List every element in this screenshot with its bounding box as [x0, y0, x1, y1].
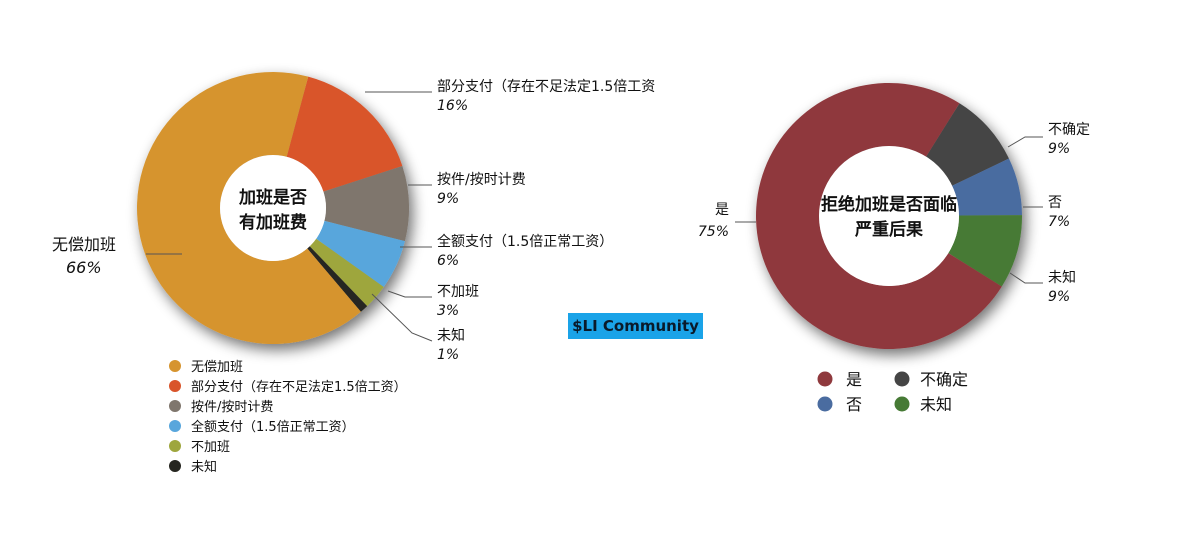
- slice-label: 未知: [437, 327, 465, 344]
- donut-slice: [323, 166, 409, 242]
- donut-slice: [307, 246, 368, 312]
- slice-label: 不确定: [1048, 122, 1090, 138]
- slice-label: 按件/按时计费: [437, 172, 526, 188]
- legend-swatch: [817, 396, 833, 412]
- legend-swatch: [817, 371, 833, 387]
- donut-slices: [137, 72, 409, 344]
- slice-label: 全额支付（1.5倍正常工资）: [437, 233, 613, 250]
- legend-item: 未知: [169, 459, 217, 475]
- legend-item: 是: [817, 370, 862, 389]
- legend-swatch: [894, 396, 910, 412]
- legend-label: 不确定: [920, 370, 968, 389]
- leader-line: [1007, 136, 1043, 148]
- donut-chart-overtime-pay: 加班是否 有加班费 无偿加班 66% 部分支付（存在不足法定1.5倍工资 16%…: [52, 72, 655, 363]
- legend-label: 未知: [191, 459, 217, 475]
- leader-line: [1009, 272, 1043, 284]
- donut-slice: [309, 238, 384, 307]
- slice-pct: 3%: [437, 303, 459, 319]
- donut-slice: [137, 72, 361, 344]
- legend-label: 部分支付（存在不足法定1.5倍工资）: [191, 380, 407, 395]
- legend-overtime-pay: 无偿加班 部分支付（存在不足法定1.5倍工资） 按件/按时计费 全额支付（1.5…: [169, 360, 407, 475]
- legend-swatch: [169, 420, 181, 432]
- legend-label: 否: [846, 395, 862, 414]
- donut-slice: [926, 103, 1009, 186]
- legend-swatch: [894, 371, 910, 387]
- donut-hole: [220, 155, 326, 261]
- legend-label: 无偿加班: [191, 360, 243, 375]
- slice-pct: 16%: [437, 98, 468, 114]
- legend-swatch: [169, 400, 181, 412]
- legend-swatch: [169, 460, 181, 472]
- legend-item: 全额支付（1.5倍正常工资）: [169, 419, 355, 435]
- legend-item: 无偿加班: [169, 360, 243, 375]
- slice-label: 部分支付（存在不足法定1.5倍工资: [437, 79, 655, 95]
- legend-item: 不确定: [894, 370, 968, 389]
- legend-swatch: [169, 360, 181, 372]
- slice-pct: 66%: [66, 258, 102, 277]
- legend-label: 按件/按时计费: [191, 400, 273, 415]
- community-badge: $LI Community: [568, 313, 703, 339]
- legend-label: 全额支付（1.5倍正常工资）: [191, 419, 355, 435]
- legend-swatch: [169, 380, 181, 392]
- donut-slices: [756, 83, 1023, 349]
- leader-lines: [146, 91, 433, 342]
- legend-item: 否: [817, 395, 862, 414]
- legend-item: 未知: [894, 395, 952, 414]
- legend-item: 不加班: [169, 440, 230, 455]
- center-title-line-1: 加班是否: [238, 188, 307, 208]
- slice-pct: 7%: [1048, 214, 1070, 230]
- center-title-line-2: 严重后果: [855, 219, 923, 240]
- leader-lines: [735, 136, 1043, 284]
- legend-label: 不加班: [191, 440, 230, 455]
- legend-label: 未知: [920, 395, 952, 414]
- slice-pct: 9%: [1048, 141, 1070, 157]
- slice-pct: 1%: [437, 347, 459, 363]
- donut-chart-refusal-consequences: 拒绝加班是否面临 严重后果 是 75% 不确定 9% 否 7% 未知 9%: [698, 83, 1090, 349]
- legend-swatch: [169, 440, 181, 452]
- center-title-line-2: 有加班费: [239, 212, 307, 233]
- legend-label: 是: [846, 370, 862, 389]
- center-title-line-1: 拒绝加班是否面临: [821, 194, 957, 215]
- slice-label: 否: [1048, 195, 1062, 211]
- donut-hole: [819, 146, 959, 286]
- slice-label: 不加班: [437, 284, 479, 300]
- slice-label: 是: [715, 202, 729, 218]
- donut-slice: [316, 220, 405, 287]
- slice-pct: 6%: [437, 253, 459, 269]
- slice-pct: 9%: [1048, 289, 1070, 305]
- legend-item: 部分支付（存在不足法定1.5倍工资）: [169, 380, 407, 395]
- donut-slice: [756, 83, 1002, 349]
- legend-refusal-consequences: 是 不确定 否 未知: [817, 370, 968, 414]
- slice-label: 未知: [1048, 269, 1076, 286]
- donut-slice: [286, 76, 403, 192]
- slice-pct: 75%: [698, 224, 729, 240]
- slice-pct: 9%: [437, 191, 459, 207]
- legend-item: 按件/按时计费: [169, 400, 273, 415]
- donut-slice: [952, 158, 1022, 216]
- leader-line: [371, 293, 433, 342]
- donut-slice: [948, 215, 1023, 287]
- leader-line: [387, 290, 432, 298]
- slice-label: 无偿加班: [52, 235, 116, 254]
